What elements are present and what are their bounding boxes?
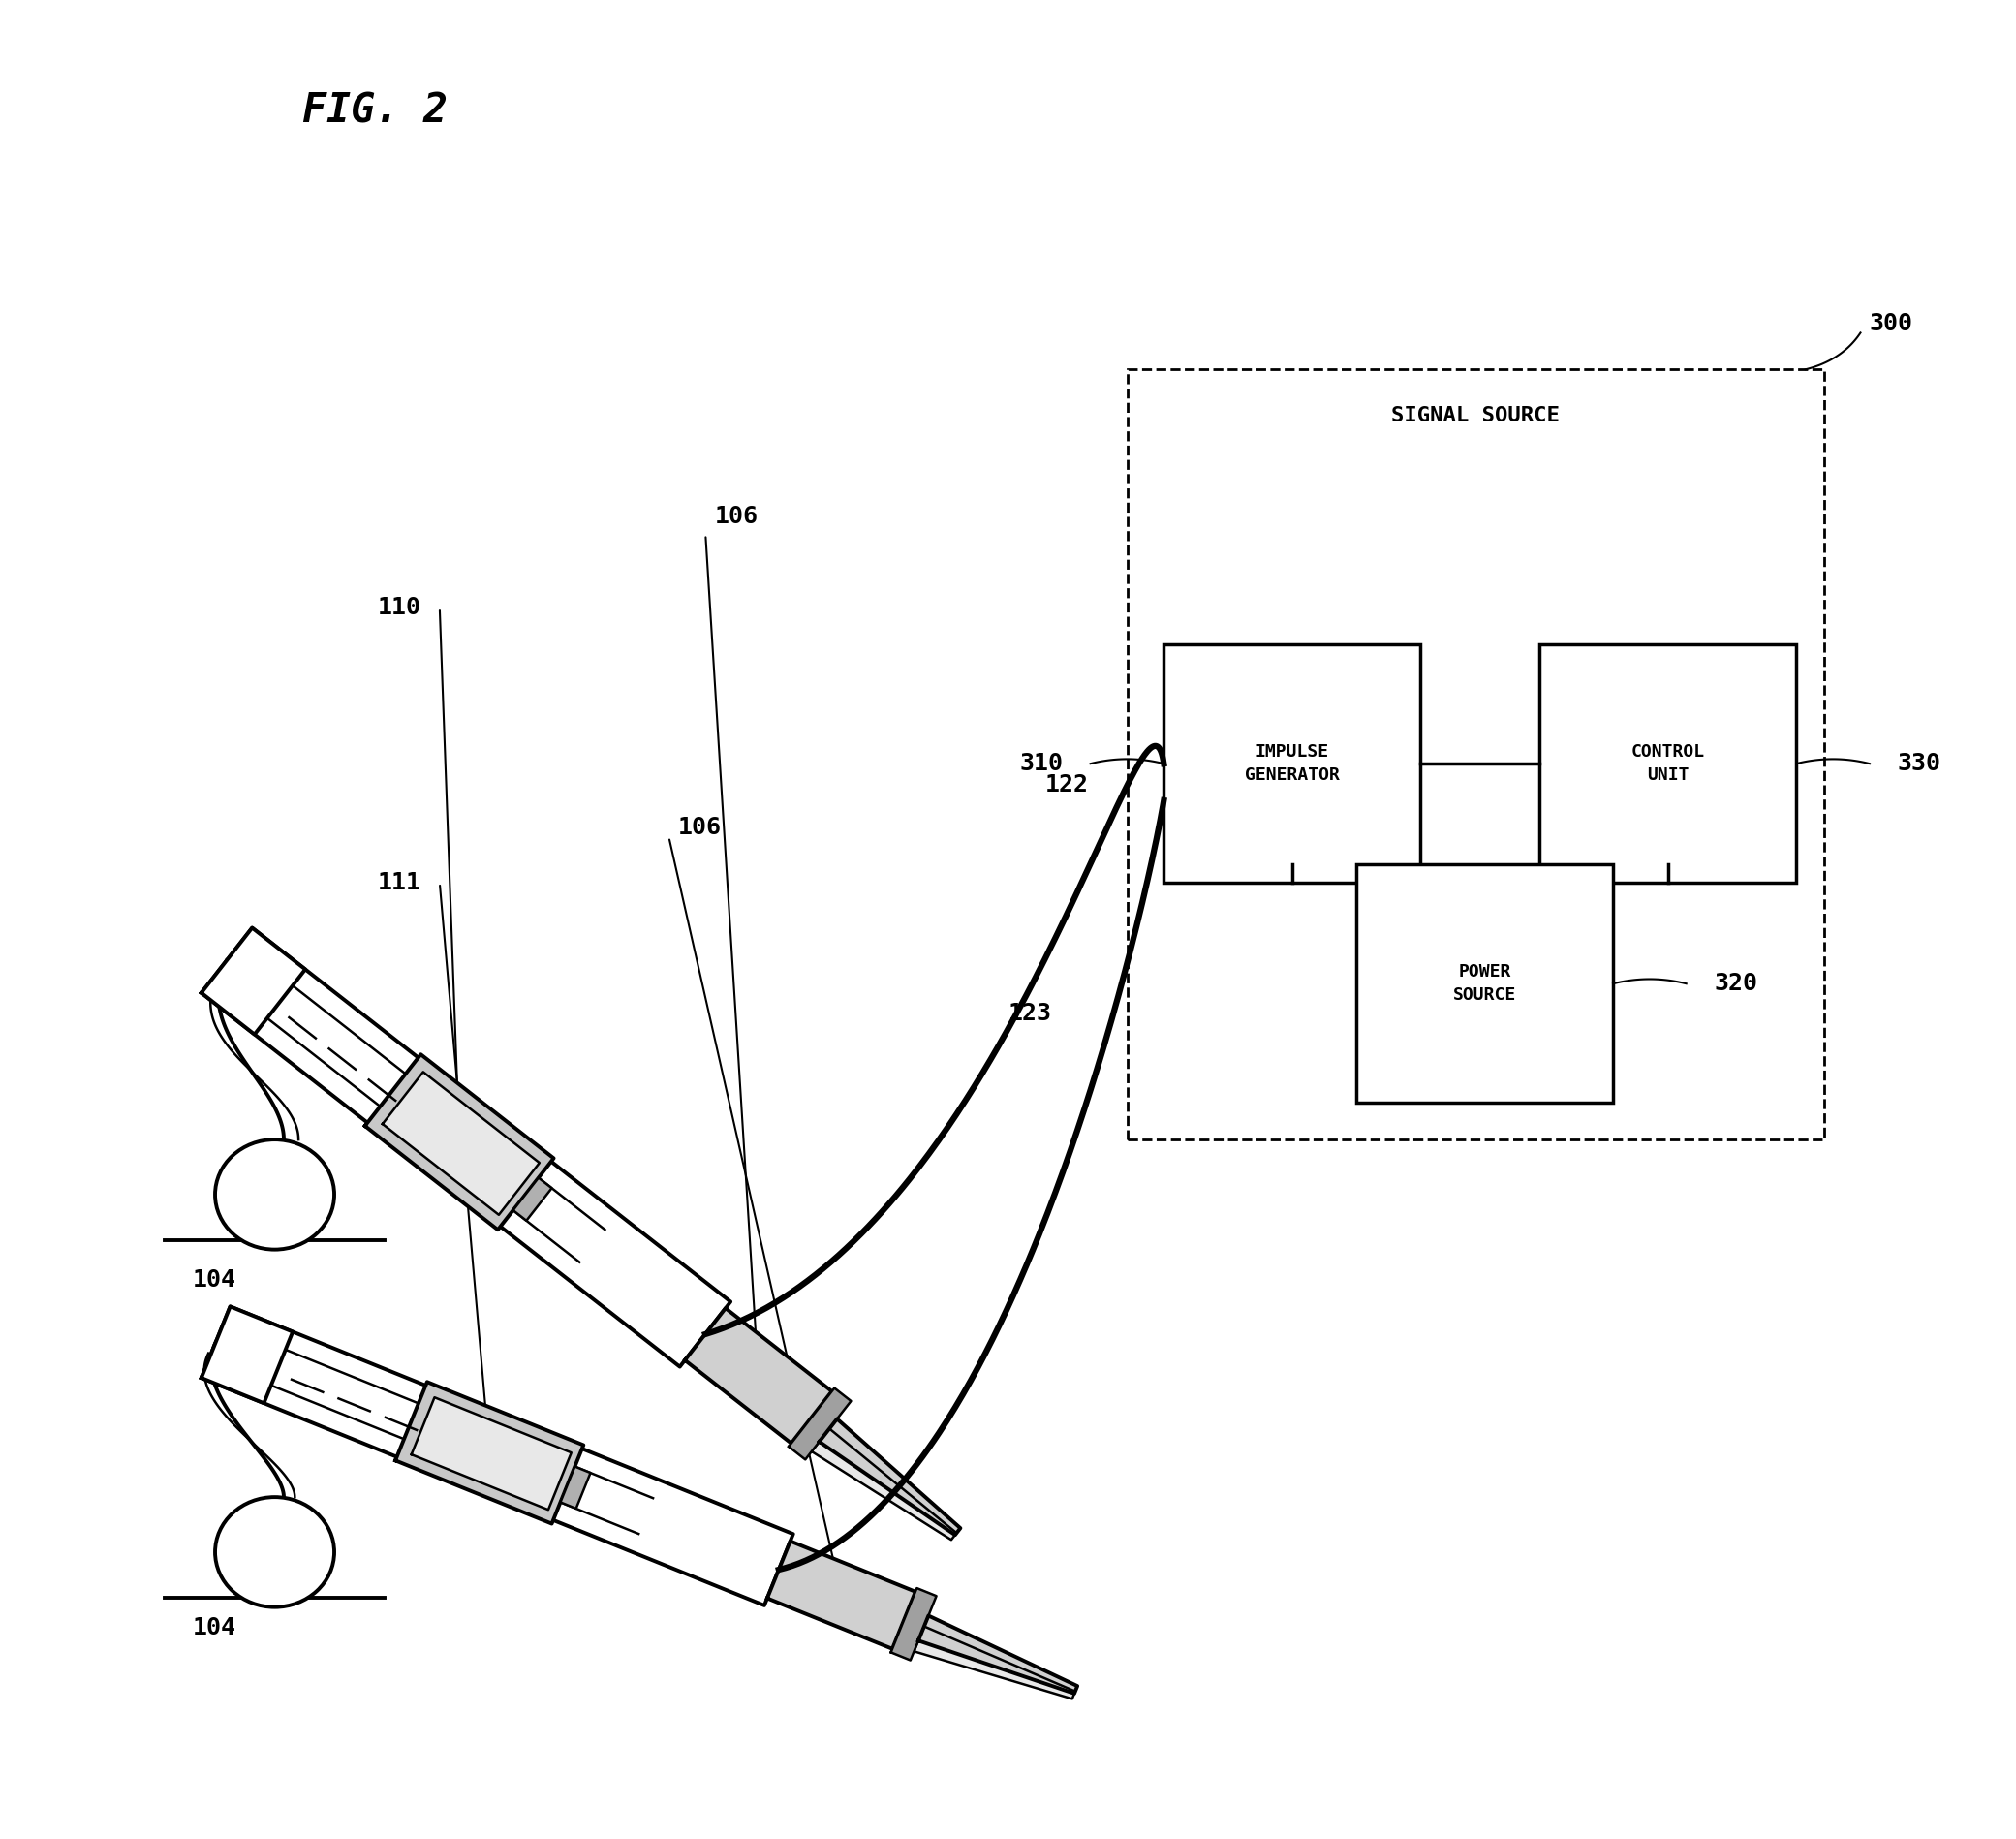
Polygon shape: [383, 1072, 540, 1216]
Polygon shape: [202, 1306, 792, 1605]
Text: 310: 310: [1020, 752, 1062, 776]
Text: 106: 106: [714, 504, 758, 528]
Text: 300: 300: [1869, 313, 1913, 335]
Text: FIG. 2: FIG. 2: [302, 90, 448, 131]
Polygon shape: [788, 1388, 851, 1460]
Text: 330: 330: [1897, 752, 1941, 776]
Polygon shape: [411, 1398, 571, 1510]
Text: 122: 122: [1044, 772, 1089, 796]
Text: 110: 110: [377, 596, 421, 620]
Polygon shape: [560, 1466, 591, 1508]
Bar: [1127, 370, 1824, 1140]
Polygon shape: [812, 1429, 958, 1539]
Polygon shape: [685, 1308, 833, 1444]
Polygon shape: [365, 1054, 554, 1230]
Text: 104: 104: [192, 1616, 236, 1640]
Text: 320: 320: [1714, 973, 1758, 995]
Text: 123: 123: [1008, 1002, 1052, 1026]
Text: SIGNAL SOURCE: SIGNAL SOURCE: [1391, 406, 1560, 425]
Bar: [1163, 644, 1421, 883]
Polygon shape: [395, 1381, 583, 1525]
Polygon shape: [202, 1306, 292, 1403]
Ellipse shape: [216, 1497, 335, 1607]
Polygon shape: [818, 1420, 960, 1536]
Text: CONTROL
UNIT: CONTROL UNIT: [1631, 743, 1706, 783]
Text: IMPULSE
GENERATOR: IMPULSE GENERATOR: [1244, 743, 1339, 783]
Polygon shape: [913, 1626, 1075, 1699]
Text: POWER
SOURCE: POWER SOURCE: [1454, 964, 1516, 1004]
Polygon shape: [891, 1589, 935, 1661]
Bar: [1357, 864, 1613, 1103]
Polygon shape: [768, 1541, 915, 1650]
Bar: [1540, 644, 1796, 883]
Polygon shape: [919, 1616, 1077, 1694]
Text: 111: 111: [377, 872, 421, 894]
Ellipse shape: [216, 1140, 335, 1249]
Text: 106: 106: [677, 817, 722, 839]
Polygon shape: [514, 1177, 552, 1221]
Text: 104: 104: [192, 1267, 236, 1291]
Polygon shape: [202, 929, 730, 1366]
Polygon shape: [202, 929, 304, 1034]
